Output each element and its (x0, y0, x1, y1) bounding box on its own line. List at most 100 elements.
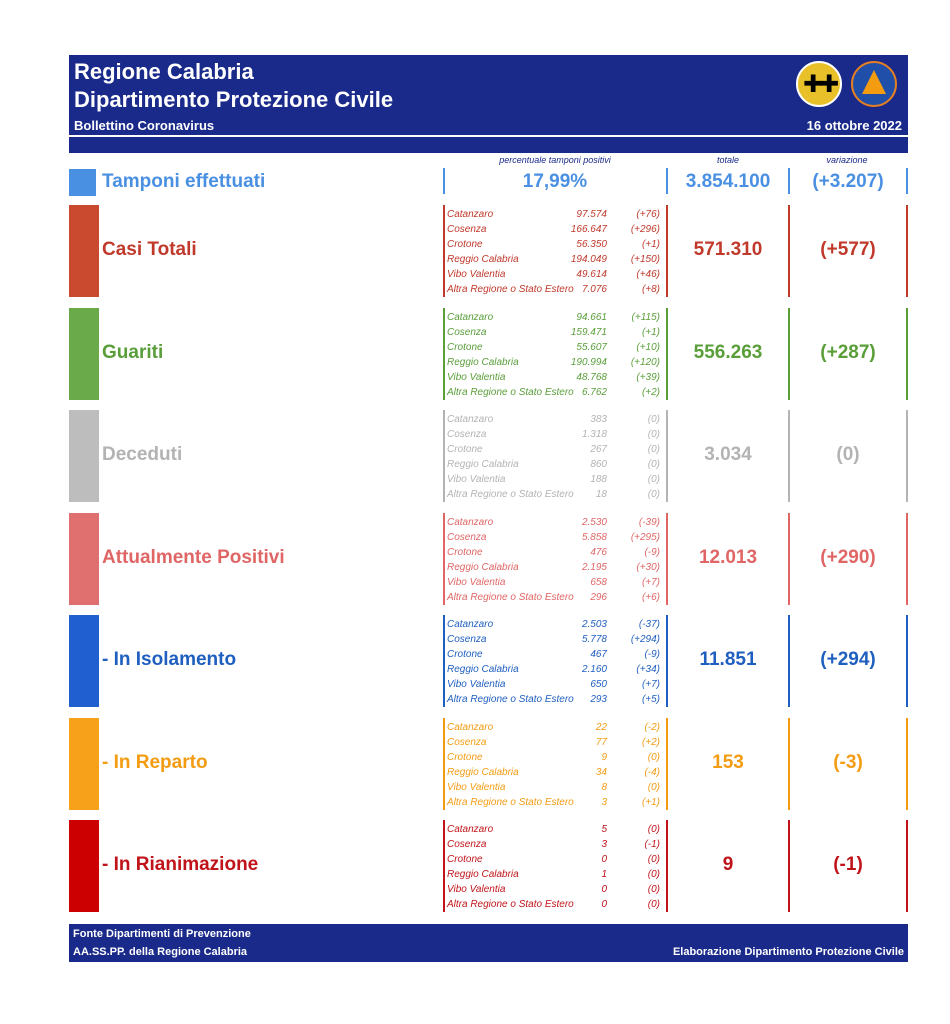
province-name: Cosenza (447, 839, 487, 850)
category-total: 153 (712, 752, 744, 773)
province-change: (0) (647, 782, 660, 793)
category-label: Casi Totali (102, 239, 197, 260)
department-title: Dipartimento Protezione Civile (74, 87, 394, 112)
tamponi-swatch (69, 169, 96, 196)
column-divider (906, 205, 908, 297)
province-name: Cosenza (447, 327, 487, 338)
province-value: 22 (595, 722, 607, 733)
province-change: (+150) (630, 254, 660, 265)
province-change: (-4) (644, 767, 660, 778)
column-divider (666, 205, 668, 297)
province-change: (0) (647, 474, 660, 485)
province-row: Altra Regione o Stato Estero 18 (0) (447, 487, 663, 502)
province-value: 8 (601, 782, 607, 793)
category-swatch (69, 410, 99, 502)
category-total: 9 (722, 854, 734, 875)
column-divider (788, 308, 790, 400)
column-divider (906, 513, 908, 605)
province-value: 159.471 (570, 327, 607, 338)
category-swatch (69, 718, 99, 810)
province-row: Altra Regione o Stato Estero 6.762 (+2) (447, 385, 663, 400)
province-row: Crotone 56.350 (+1) (447, 237, 663, 252)
category-total: 556.263 (693, 342, 763, 363)
province-row: Cosenza 5.858 (+295) (447, 530, 663, 545)
province-value: 5.778 (581, 634, 607, 645)
credit-line: Elaborazione Dipartimento Protezione Civ… (672, 946, 904, 958)
province-value: 3 (601, 839, 607, 850)
province-breakdown: Catanzaro 2.503 (-37) Cosenza 5.778 (+294) Cro… (447, 617, 663, 707)
province-value: 293 (590, 694, 607, 705)
province-row: Cosenza 159.471 (+1) (447, 325, 663, 340)
column-divider (443, 718, 445, 810)
province-row: Altra Regione o Stato Estero 0 (0) (447, 897, 663, 912)
province-row: Cosenza 77 (+2) (447, 735, 663, 750)
category-label: - In Rianimazione (102, 854, 259, 875)
province-row: Vibo Valentia 650 (+7) (447, 677, 663, 692)
province-row: Catanzaro 94.661 (+115) (447, 310, 663, 325)
province-change: (-1) (644, 839, 660, 850)
province-name: Vibo Valentia (447, 782, 506, 793)
province-change: (+294) (630, 634, 660, 645)
province-name: Cosenza (447, 429, 487, 440)
province-value: 48.768 (576, 372, 607, 383)
province-row: Vibo Valentia 188 (0) (447, 472, 663, 487)
province-change: (+120) (630, 357, 660, 368)
province-row: Catanzaro 2.503 (-37) (447, 617, 663, 632)
province-name: Catanzaro (447, 619, 494, 630)
province-value: 267 (590, 444, 607, 455)
province-row: Crotone 55.607 (+10) (447, 340, 663, 355)
province-row: Catanzaro 97.574 (+76) (447, 207, 663, 222)
province-row: Reggio Calabria 190.994 (+120) (447, 355, 663, 370)
category-label: - In Reparto (102, 752, 208, 773)
province-name: Vibo Valentia (447, 269, 506, 280)
province-change: (+8) (641, 284, 660, 295)
change-column-header: variazione (826, 155, 868, 165)
column-divider (443, 513, 445, 605)
province-value: 0 (601, 899, 607, 910)
province-value: 77 (595, 737, 607, 748)
province-row: Vibo Valentia 658 (+7) (447, 575, 663, 590)
province-row: Vibo Valentia 8 (0) (447, 780, 663, 795)
province-breakdown: Catanzaro 94.661 (+115) Cosenza 159.471 (+1) C… (447, 310, 663, 400)
province-value: 6.762 (581, 387, 607, 398)
province-change: (-39) (638, 517, 660, 528)
province-name: Altra Regione o Stato Estero (447, 694, 574, 705)
province-change: (+1) (641, 239, 660, 250)
province-row: Cosenza 1.318 (0) (447, 427, 663, 442)
province-row: Catanzaro 383 (0) (447, 412, 663, 427)
province-name: Cosenza (447, 224, 487, 235)
province-value: 5.858 (581, 532, 607, 543)
province-row: Reggio Calabria 34 (-4) (447, 765, 663, 780)
province-name: Altra Regione o Stato Estero (447, 899, 574, 910)
province-change: (+6) (641, 592, 660, 603)
column-divider (906, 820, 908, 912)
bulletin-date: 16 ottobre 2022 (806, 118, 902, 133)
province-change: (0) (647, 414, 660, 425)
province-name: Crotone (447, 444, 483, 455)
province-name: Reggio Calabria (447, 459, 519, 470)
category-swatch (69, 615, 99, 707)
header-divider (69, 135, 908, 137)
province-row: Catanzaro 5 (0) (447, 822, 663, 837)
province-name: Vibo Valentia (447, 884, 506, 895)
column-divider (906, 718, 908, 810)
stat-row: Casi Totali Catanzaro 97.574 (+76) Cosenza 16… (0, 205, 950, 297)
province-value: 55.607 (576, 342, 607, 353)
province-row: Altra Regione o Stato Estero 7.076 (+8) (447, 282, 663, 297)
category-change: (+287) (820, 342, 876, 363)
province-change: (-2) (644, 722, 660, 733)
province-value: 18 (595, 489, 607, 500)
category-label: Guariti (102, 342, 164, 363)
province-row: Vibo Valentia 0 (0) (447, 882, 663, 897)
province-name: Altra Regione o Stato Estero (447, 387, 574, 398)
province-row: Vibo Valentia 49.614 (+46) (447, 267, 663, 282)
province-value: 190.994 (570, 357, 607, 368)
province-name: Cosenza (447, 532, 487, 543)
province-value: 2.160 (581, 664, 607, 675)
category-total: 11.851 (699, 649, 757, 670)
category-change: (0) (836, 444, 860, 465)
province-change: (+34) (636, 664, 660, 675)
province-value: 2.195 (581, 562, 607, 573)
province-name: Reggio Calabria (447, 562, 519, 573)
province-name: Altra Regione o Stato Estero (447, 592, 574, 603)
